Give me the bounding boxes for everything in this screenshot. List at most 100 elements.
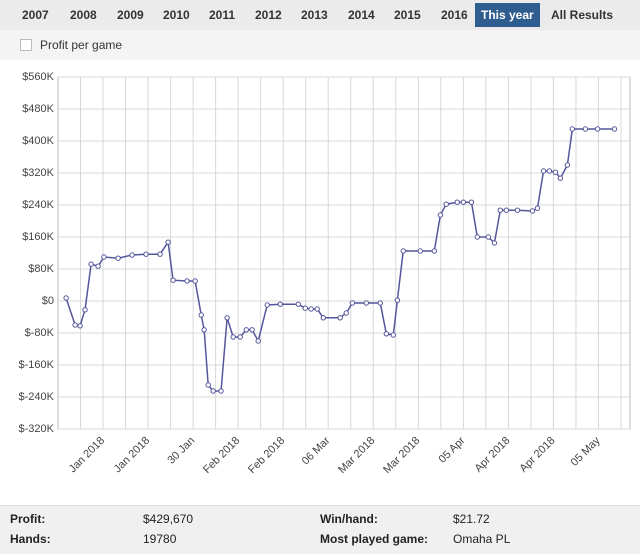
point (95, 263, 101, 269)
point (243, 327, 249, 333)
x-tick-label: 05 Apr (437, 434, 468, 465)
point (611, 126, 618, 132)
point (264, 302, 270, 308)
point (529, 208, 536, 214)
point (377, 300, 383, 306)
point (443, 201, 449, 207)
point (230, 334, 236, 340)
point (77, 323, 83, 329)
x-tick-label: Apr 2018 (473, 435, 513, 475)
stat-value: $429,670 (143, 512, 194, 526)
point (468, 199, 475, 205)
stat-label: Win/hand: (320, 512, 378, 526)
point (485, 234, 492, 240)
point (552, 169, 559, 175)
tab[interactable]: 2012 (255, 8, 282, 22)
point (218, 388, 224, 394)
point (198, 312, 204, 318)
point (115, 255, 121, 261)
point (101, 254, 107, 260)
tab[interactable]: All Results (551, 8, 614, 22)
point (349, 300, 356, 306)
point (192, 278, 198, 284)
tab[interactable]: 2008 (70, 8, 97, 22)
point (320, 315, 326, 321)
point (564, 162, 571, 168)
point (394, 297, 401, 303)
checkbox-label[interactable]: Profit per game (40, 38, 123, 52)
tab[interactable]: 2014 (348, 8, 375, 22)
tab[interactable]: 2010 (163, 8, 190, 22)
tab[interactable]: 2007 (22, 8, 49, 22)
point (594, 126, 601, 132)
y-tick-label: $240K (22, 199, 54, 211)
options-bar: Profit per game (0, 30, 640, 60)
tab[interactable]: 2016 (441, 8, 468, 22)
tab[interactable]: 2013 (301, 8, 328, 22)
tab[interactable]: 2015 (394, 8, 421, 22)
y-tick-label: $160K (22, 231, 54, 243)
point (224, 315, 230, 321)
x-tick-label: 30 Jan (165, 435, 197, 467)
point (582, 126, 589, 132)
point (63, 295, 69, 301)
point (249, 327, 255, 333)
x-tick-label: 05 May (569, 434, 603, 468)
point (363, 300, 369, 306)
point (143, 251, 149, 257)
point (277, 301, 283, 307)
tab[interactable]: 2011 (209, 8, 236, 22)
x-tick-label: Mar 2018 (381, 435, 422, 476)
stat-label: Profit: (10, 512, 46, 526)
point (491, 240, 498, 246)
point (157, 251, 163, 257)
stat-label: Hands: (10, 532, 51, 546)
stats-panel: Profit: $429,670 Win/hand: $21.72 Hands: 1978… (0, 505, 640, 554)
checkbox[interactable] (20, 39, 32, 51)
point (514, 207, 521, 213)
point (302, 305, 308, 311)
y-tick-label: $400K (22, 135, 54, 147)
point (337, 315, 343, 321)
y-tick-label: $480K (22, 103, 54, 115)
tab[interactable]: 2009 (117, 8, 144, 22)
point (72, 322, 78, 328)
stat-value: 19780 (143, 532, 177, 546)
point (255, 338, 261, 344)
point (201, 327, 207, 333)
y-tick-label: $-240K (19, 391, 55, 403)
point (184, 278, 190, 284)
point (540, 168, 547, 174)
point (170, 277, 176, 283)
point (460, 199, 467, 205)
plot-area (57, 76, 631, 430)
tab[interactable]: This year (475, 3, 540, 27)
point (417, 248, 424, 254)
point (400, 248, 406, 254)
point (82, 307, 88, 313)
point (129, 252, 135, 258)
x-tick-label: 06 Mar (300, 434, 333, 467)
point (314, 306, 320, 312)
year-tabs: 2007 2008 2009 2010 2011 2012 2013 2014 2015 2016… (0, 0, 640, 30)
chart: $-320K $-240K $-160K $-80K $0 $80K $160K $240K $… (19, 71, 631, 476)
point (343, 310, 349, 316)
y-tick-label: $-160K (19, 359, 55, 371)
point (557, 175, 564, 181)
point (210, 388, 216, 394)
point (205, 382, 211, 388)
point (308, 306, 314, 312)
stat-label: Most played game: (320, 532, 429, 546)
point (383, 331, 390, 337)
x-tick-label: Jan 2018 (67, 435, 107, 475)
point (503, 207, 510, 213)
x-tick-label: Mar 2018 (336, 435, 377, 476)
point (546, 168, 553, 174)
y-tick-label: $-80K (25, 327, 55, 339)
x-tick-label: Feb 2018 (201, 435, 242, 476)
y-tick-label: $560K (22, 71, 54, 83)
point (454, 199, 460, 205)
y-tick-label: $-320K (19, 423, 55, 435)
y-tick-label: $320K (22, 167, 54, 179)
